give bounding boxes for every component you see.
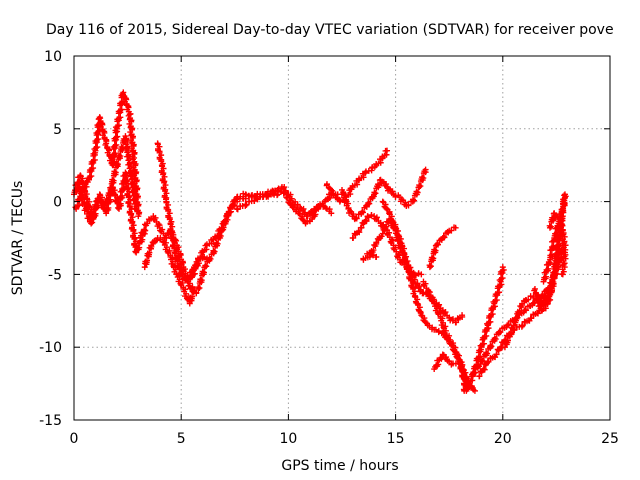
tick-labels: 0 5 10 15 20 25 10 5 0 -5 -10 -15 [39,49,619,447]
x-tick-label: 0 [70,431,79,447]
data-point-markers [338,166,429,223]
y-tick-label: -15 [39,413,62,429]
series-track [424,288,476,391]
series-track [360,249,380,263]
y-tick-label: -10 [39,340,62,356]
axis-ticks [73,55,611,421]
x-tick-label: 20 [494,431,512,447]
x-tick-label: 15 [387,431,405,447]
series-track [283,190,341,227]
data-point-markers [546,210,569,278]
series-track [233,191,281,213]
data-point-markers [141,234,198,307]
data-point-markers [72,89,143,220]
y-tick-label: -5 [48,267,62,283]
series-track [141,234,198,307]
grid [74,56,610,420]
data-point-markers [75,133,140,227]
y-tick-label: 5 [53,122,62,138]
data-point-markers [360,249,380,263]
data-marks [71,89,569,394]
x-axis-label: GPS time / hours [281,458,398,474]
series-track [72,89,143,220]
data-point-markers [426,224,459,271]
data-point-markers [283,190,341,227]
chart-title: Day 116 of 2015, Sidereal Day-to-day VTE… [46,22,614,38]
x-tick-label: 25 [601,431,619,447]
series-track [75,133,140,227]
series-track [323,147,391,205]
plot-frame [73,55,611,421]
series-track [426,224,459,271]
data-point-markers [195,185,285,292]
data-point-markers [424,288,476,391]
y-axis-label: SDTVAR / TECUs [10,181,26,296]
series-track [546,210,569,278]
y-tick-label: 10 [44,49,62,65]
series-track [431,351,478,394]
x-tick-label: 5 [177,431,186,447]
series-track [195,185,285,292]
y-tick-label: 0 [53,195,62,211]
series-track [338,166,429,223]
x-tick-label: 10 [279,431,297,447]
data-point-markers [323,147,391,205]
data-point-markers [431,351,478,394]
data-point-markers [233,191,281,213]
